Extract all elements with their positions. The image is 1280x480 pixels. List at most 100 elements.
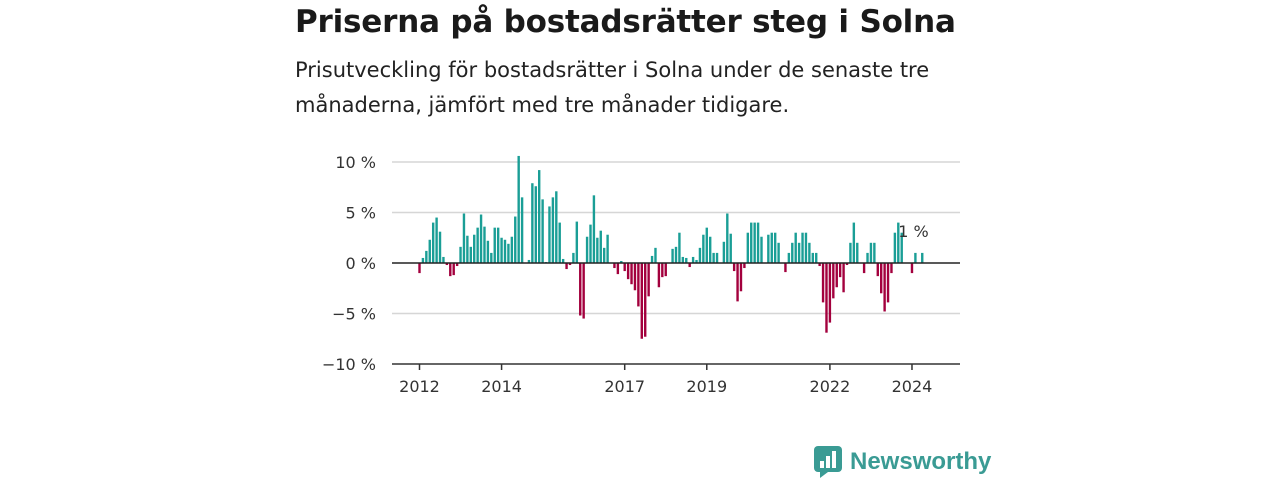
bar xyxy=(767,234,770,263)
bar xyxy=(835,263,838,288)
bar xyxy=(589,224,592,263)
bar xyxy=(496,227,500,263)
bar xyxy=(490,252,493,263)
end-value-label: 1 % xyxy=(898,222,928,241)
bar xyxy=(534,186,537,263)
bar xyxy=(671,248,674,263)
y-tick-label: −5 % xyxy=(332,305,376,324)
bar xyxy=(644,263,647,337)
bar xyxy=(849,242,852,263)
bar xyxy=(756,222,760,263)
bar xyxy=(685,257,688,263)
bar xyxy=(538,170,541,263)
bar xyxy=(678,232,681,263)
bar xyxy=(732,263,736,272)
bar xyxy=(650,255,654,263)
bar xyxy=(637,263,640,307)
bar xyxy=(893,232,897,263)
y-tick-label: 10 % xyxy=(335,153,376,172)
bar xyxy=(585,236,589,263)
chart-title: Priserna på bostadsrätter steg i Solna xyxy=(295,4,956,40)
bar xyxy=(616,263,620,275)
bar xyxy=(527,259,531,263)
bar xyxy=(890,263,893,274)
bar xyxy=(661,263,664,278)
y-tick-label: −10 % xyxy=(322,355,376,374)
bar xyxy=(705,227,708,263)
x-tick-label: 2024 xyxy=(892,377,933,396)
bar xyxy=(825,263,828,333)
bar xyxy=(842,263,845,293)
bar xyxy=(561,258,565,263)
bar xyxy=(633,263,637,291)
bar xyxy=(599,230,602,263)
bar xyxy=(438,231,442,263)
bar xyxy=(818,263,821,267)
newsworthy-brand[interactable]: Newsworthy xyxy=(814,446,991,478)
bar xyxy=(579,263,582,316)
x-tick-label: 2014 xyxy=(481,377,522,396)
bar xyxy=(743,263,746,269)
bar xyxy=(709,236,712,263)
bar xyxy=(910,263,914,274)
bar xyxy=(626,263,630,280)
bar xyxy=(794,232,797,263)
bar xyxy=(431,222,435,263)
bar xyxy=(873,242,876,263)
bar xyxy=(435,217,438,263)
bar xyxy=(773,232,777,263)
bar xyxy=(466,235,469,263)
bar xyxy=(657,263,661,288)
bar xyxy=(753,222,756,263)
bar xyxy=(695,259,698,263)
bar xyxy=(729,233,732,263)
bar xyxy=(531,183,534,263)
bar xyxy=(476,227,479,263)
bar xyxy=(507,243,510,263)
bar xyxy=(815,252,818,263)
brand-name: Newsworthy xyxy=(850,448,992,475)
bar xyxy=(486,240,490,263)
bar xyxy=(698,247,702,263)
bar xyxy=(664,263,667,277)
bar xyxy=(555,191,558,263)
bars xyxy=(418,155,924,339)
bar xyxy=(473,234,476,263)
bar xyxy=(784,263,787,273)
bar xyxy=(428,239,431,263)
bar xyxy=(787,252,791,263)
bar xyxy=(845,263,849,266)
bar xyxy=(568,263,572,266)
bar xyxy=(596,237,599,263)
bar xyxy=(503,239,507,263)
gridlines xyxy=(392,161,960,315)
bar xyxy=(876,263,879,277)
bar xyxy=(469,246,472,263)
bar xyxy=(445,263,449,266)
bar xyxy=(541,199,544,263)
y-tick-label: 5 % xyxy=(346,204,376,223)
bar xyxy=(442,256,445,263)
bar xyxy=(640,263,643,339)
bar xyxy=(647,263,650,297)
bar xyxy=(510,236,514,263)
bar xyxy=(712,252,715,263)
bar xyxy=(565,263,568,270)
bar xyxy=(886,263,890,303)
bar xyxy=(722,241,726,263)
newsworthy-logo-icon xyxy=(814,446,842,478)
bar xyxy=(630,263,633,285)
bar xyxy=(838,263,842,278)
bar xyxy=(459,246,462,263)
bar xyxy=(856,242,859,263)
tick-labels: 10 % 5 % 0 % −5 % −10 % 2012 2014 2017 2019 2022 2… xyxy=(322,153,932,396)
bar xyxy=(777,242,780,263)
bar xyxy=(883,263,886,312)
bar xyxy=(808,242,811,263)
x-tick-label: 2019 xyxy=(686,377,727,396)
bar xyxy=(811,252,814,263)
bar xyxy=(623,263,626,272)
axes xyxy=(392,262,960,370)
bar xyxy=(654,247,657,263)
